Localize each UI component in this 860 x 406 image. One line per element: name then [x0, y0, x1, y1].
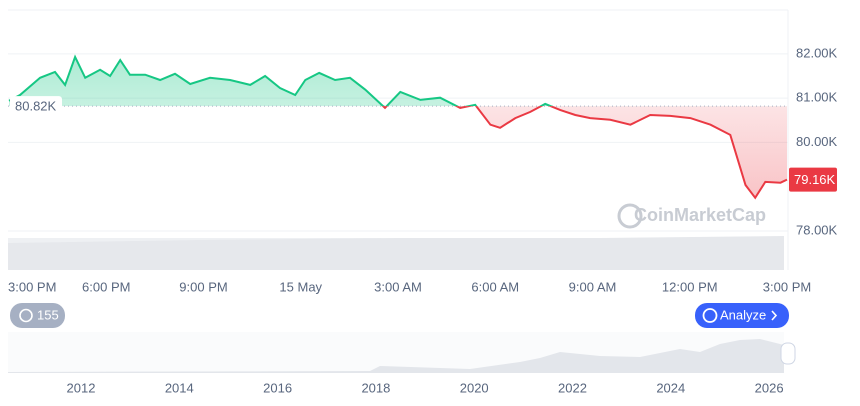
- x-tick-label: 12:00 PM: [662, 279, 718, 294]
- x-tick-label: 6:00 PM: [82, 279, 130, 294]
- y-tick-label: 80.00K: [796, 134, 838, 149]
- analyze-icon: [702, 308, 718, 323]
- x-tick-label: 9:00 PM: [179, 279, 227, 294]
- overview-year: 2020: [460, 380, 489, 395]
- volume-shape: [8, 236, 784, 270]
- baseline-label-bg: [10, 96, 62, 117]
- overview-year: 2014: [165, 380, 194, 395]
- overview-year: 2018: [361, 380, 390, 395]
- history-icon: [19, 308, 33, 323]
- overview-area: [8, 339, 784, 373]
- overview-year: 2024: [656, 380, 685, 395]
- price-line-up: [8, 54, 554, 107]
- overview-year: 2026: [755, 380, 784, 395]
- history-count[interactable]: 155: [37, 307, 59, 322]
- analyze-arrow: [771, 310, 778, 321]
- watermark-logo: [617, 203, 643, 229]
- y-tick-label: 78.00K: [796, 222, 838, 237]
- area-up: [9, 57, 551, 107]
- analyze-label[interactable]: Analyze: [720, 307, 766, 322]
- overview-year: 2022: [558, 380, 587, 395]
- price-line-down: [381, 106, 788, 200]
- overview-handle[interactable]: [780, 342, 796, 365]
- analyze-button[interactable]: [695, 303, 789, 328]
- x-tick-label: 3:00 PM: [8, 279, 56, 294]
- y-tick-label: 82.00K: [796, 45, 838, 60]
- baseline-label: 80.82K: [15, 99, 57, 114]
- overview-year: 2012: [67, 380, 96, 395]
- watermark: CoinMarketCap: [634, 205, 766, 225]
- x-tick-label: 15 May: [279, 279, 322, 294]
- x-tick-label: 6:00 AM: [471, 279, 519, 294]
- current-price-bg: [789, 167, 837, 192]
- area-down: [9, 106, 787, 198]
- current-price-label: 79.16K: [794, 172, 836, 187]
- overview-year: 2016: [263, 380, 292, 395]
- x-tick-label: 9:00 AM: [569, 279, 617, 294]
- y-tick-label: 81.00K: [796, 90, 838, 105]
- x-tick-label: 3:00 PM: [763, 279, 811, 294]
- x-tick-label: 3:00 AM: [374, 279, 422, 294]
